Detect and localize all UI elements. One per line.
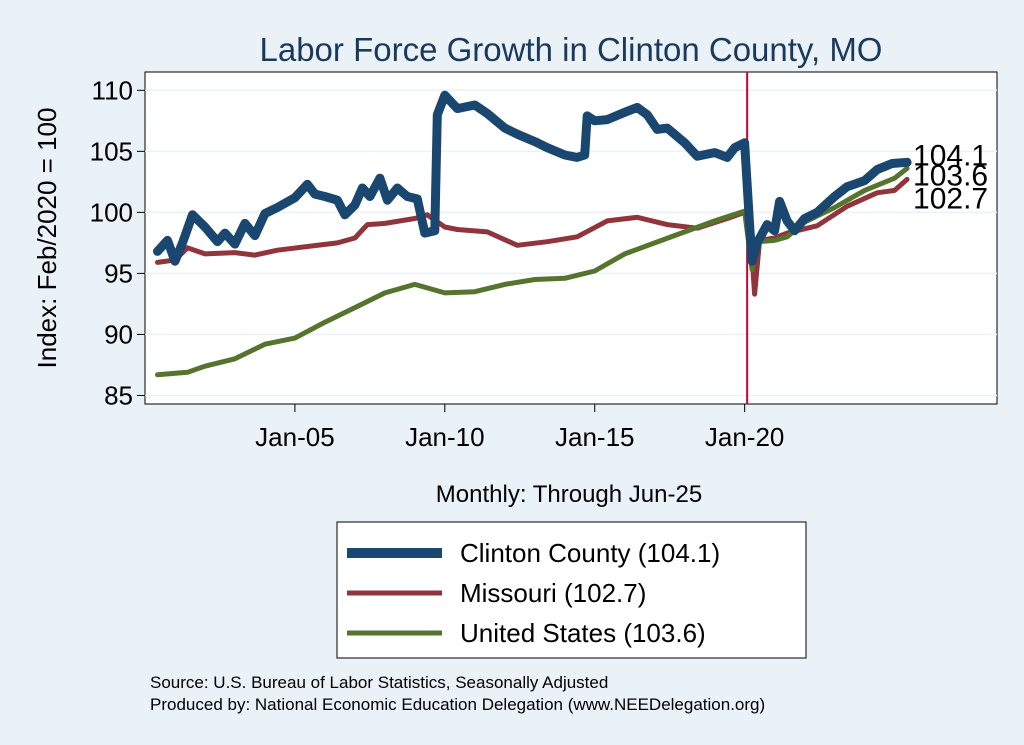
produced-by-note: Produced by: National Economic Education… <box>150 695 765 714</box>
legend-label-missouri: Missouri (102.7) <box>460 578 646 608</box>
y-tick-label-95: 95 <box>104 258 133 288</box>
end-label-clinton: 104.1 <box>913 139 988 172</box>
series-line-united-states <box>155 165 910 378</box>
x-tick-label-Jan-20: Jan-20 <box>705 422 785 452</box>
y-tick-label-90: 90 <box>104 319 133 349</box>
x-axis-ticks: Jan-05 Jan-10 Jan-15 Jan-20 <box>255 404 784 452</box>
x-axis-label: Monthly: Through Jun-25 <box>436 481 702 508</box>
series-layer <box>153 90 912 378</box>
series-line-clinton <box>153 90 912 266</box>
y-tick-label-105: 105 <box>90 136 133 166</box>
x-tick-label-Jan-15: Jan-15 <box>555 422 635 452</box>
y-axis-ticks: 85 90 95 100 105 110 <box>90 75 145 410</box>
x-tick-label-Jan-10: Jan-10 <box>405 422 485 452</box>
series-line-missouri <box>155 176 910 297</box>
x-tick-label-Jan-05: Jan-05 <box>255 422 335 452</box>
y-tick-label-110: 110 <box>92 75 133 105</box>
source-note: Source: U.S. Bureau of Labor Statistics,… <box>150 673 608 692</box>
y-axis-label: Index: Feb/2020 = 100 <box>32 108 62 369</box>
y-tick-label-100: 100 <box>90 197 133 227</box>
end-label-united-states: 103.6 <box>913 159 988 192</box>
chart-title: Labor Force Growth in Clinton County, MO <box>260 31 883 68</box>
legend: Clinton County (104.1) Missouri (102.7) … <box>336 521 807 659</box>
legend-label-clinton: Clinton County (104.1) <box>460 538 720 568</box>
grid-lines <box>145 89 997 397</box>
end-label-missouri: 102.7 <box>913 182 988 215</box>
y-tick-label-85: 85 <box>104 380 133 410</box>
legend-label-united-states: United States (103.6) <box>460 618 706 648</box>
